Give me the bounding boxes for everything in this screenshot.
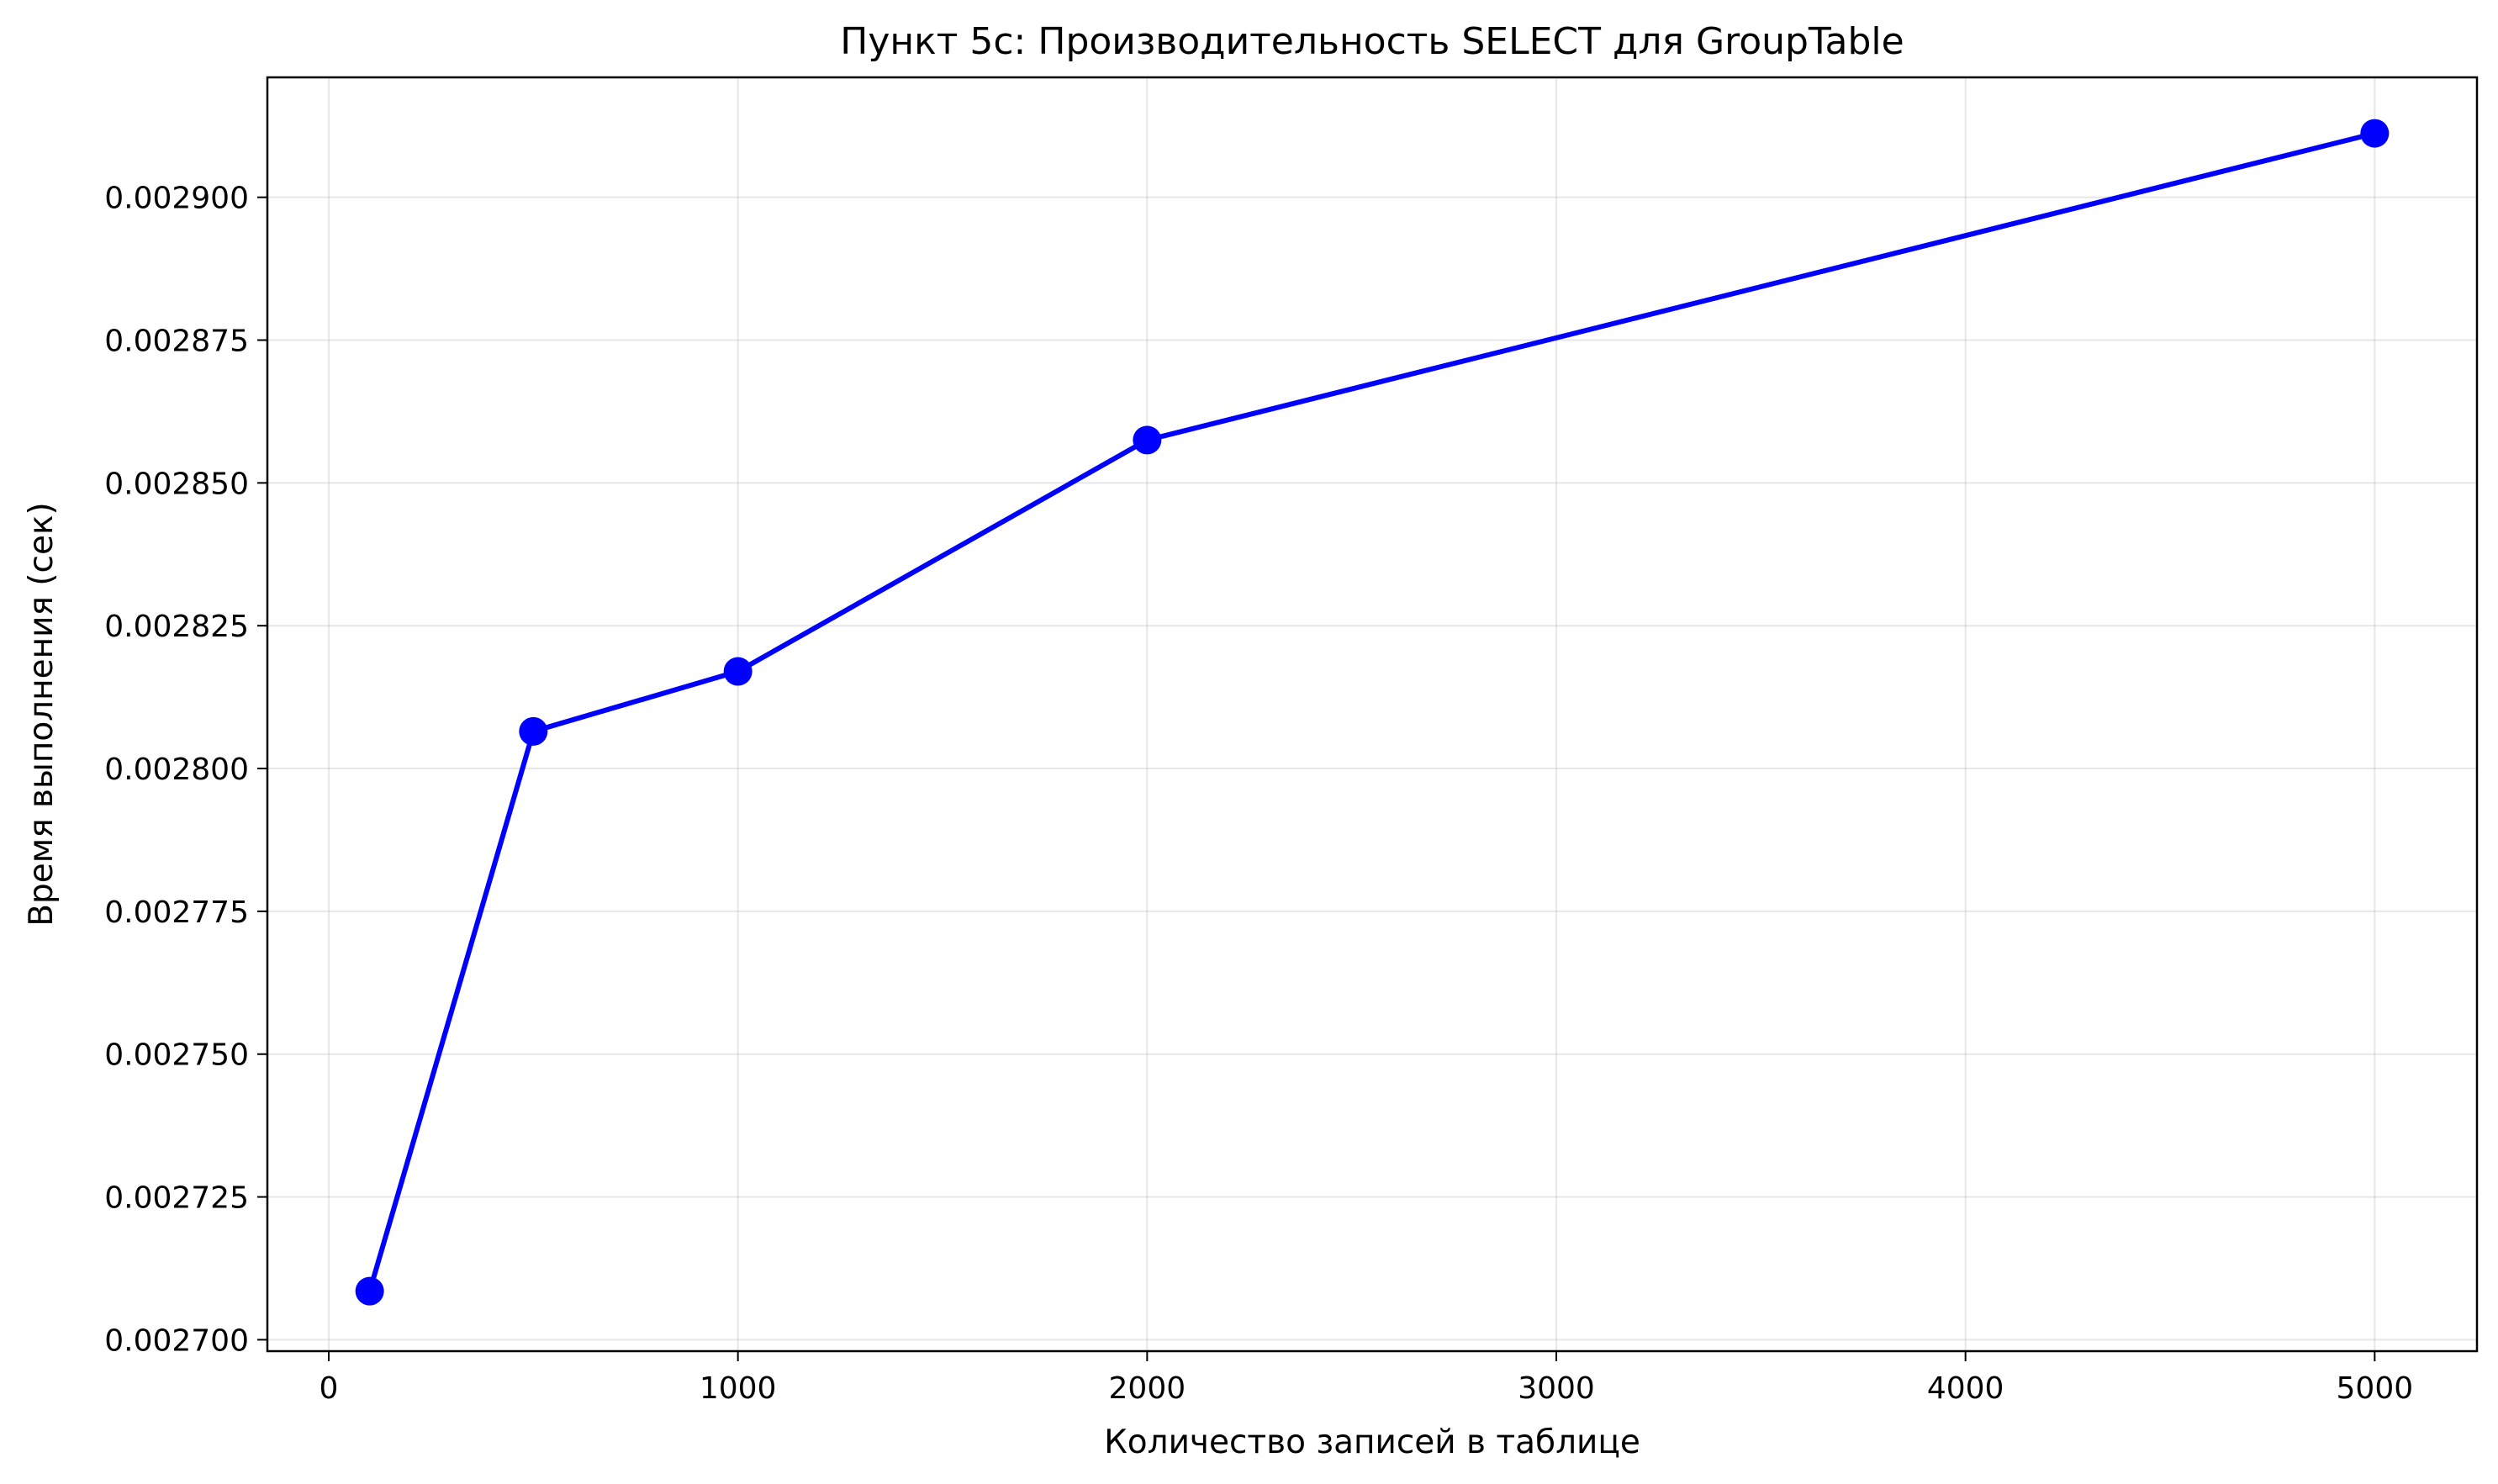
y-tick-label: 0.002725: [104, 1181, 249, 1216]
y-tick-label: 0.002775: [104, 895, 249, 930]
y-tick-label: 0.002750: [104, 1038, 249, 1073]
y-axis: 0.002700 0.002725 0.002750 0.002775 0.002800…: [104, 182, 267, 1358]
series-layer: [355, 119, 2390, 1306]
x-axis: 0 1000 2000 3000 4000 5000: [320, 1351, 2414, 1406]
data-point: [1133, 425, 1162, 455]
x-tick-label: 2000: [1109, 1371, 1186, 1406]
y-axis-title: Время выполнения (сек): [23, 502, 61, 926]
x-tick-label: 3000: [1518, 1371, 1595, 1406]
y-tick-label: 0.002900: [104, 182, 249, 216]
data-point: [2360, 119, 2390, 148]
y-tick-label: 0.002825: [104, 610, 249, 644]
x-axis-title: Количество записей в таблице: [1104, 1423, 1640, 1461]
data-point: [519, 716, 548, 746]
grid: [267, 77, 2477, 1351]
data-point: [723, 657, 753, 686]
x-tick-label: 4000: [1927, 1371, 2004, 1406]
chart-title: Пункт 5c: Производительность SELECT для …: [840, 20, 1904, 63]
y-tick-label: 0.002800: [104, 753, 249, 787]
x-tick-label: 1000: [700, 1371, 777, 1406]
x-tick-label: 5000: [2337, 1371, 2414, 1406]
x-tick-label: 0: [320, 1371, 339, 1406]
y-tick-label: 0.002850: [104, 467, 249, 501]
y-tick-label: 0.002875: [104, 325, 249, 359]
plot-frame: [266, 76, 2479, 1353]
data-point: [355, 1276, 384, 1306]
y-tick-label: 0.002700: [104, 1323, 249, 1358]
